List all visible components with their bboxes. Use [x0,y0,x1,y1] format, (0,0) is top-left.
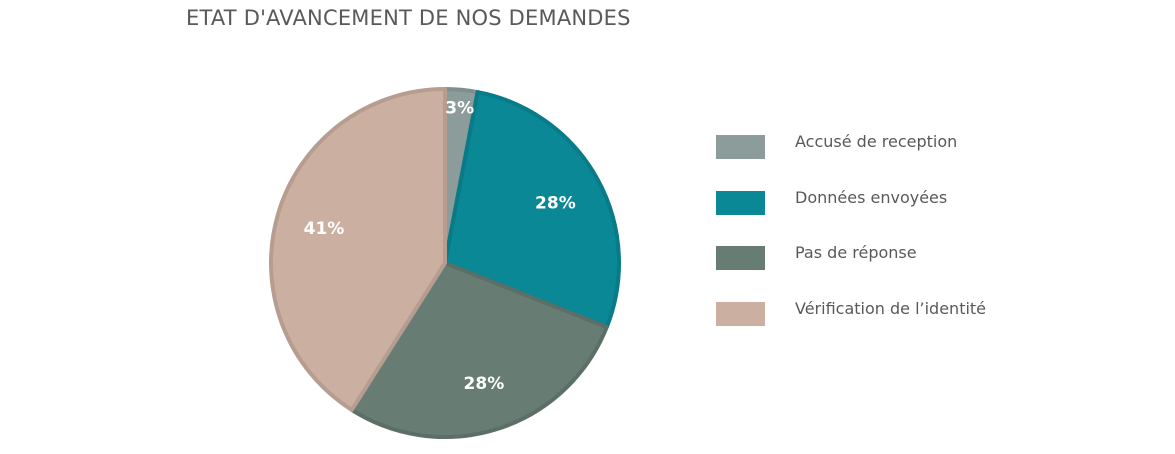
data-label-pas-de-reponse: 28% [464,374,505,394]
legend-swatch-accuse [716,135,765,159]
pie-slice-donnees [443,90,621,330]
legend-label-accuse: Accusé de reception [795,132,958,151]
pie-slice-pas-de-reponse [349,261,609,439]
pie-slice-verification [269,87,447,412]
chart-title: ETAT D'AVANCEMENT DE NOS DEMANDES [186,6,631,30]
data-label-donnees: 28% [535,193,576,213]
legend-label-pas-de-reponse: Pas de réponse [795,243,917,262]
data-label-accuse: 3% [445,99,474,119]
legend-swatch-pas-de-reponse [716,246,765,270]
data-label-verification: 41% [304,219,345,239]
legend-swatch-verification [716,301,765,326]
legend-label-donnees: Données envoyées [795,187,948,207]
legend-swatch-donnees [716,190,765,215]
legend-label-verification: Vérification de l’identité [795,298,987,318]
